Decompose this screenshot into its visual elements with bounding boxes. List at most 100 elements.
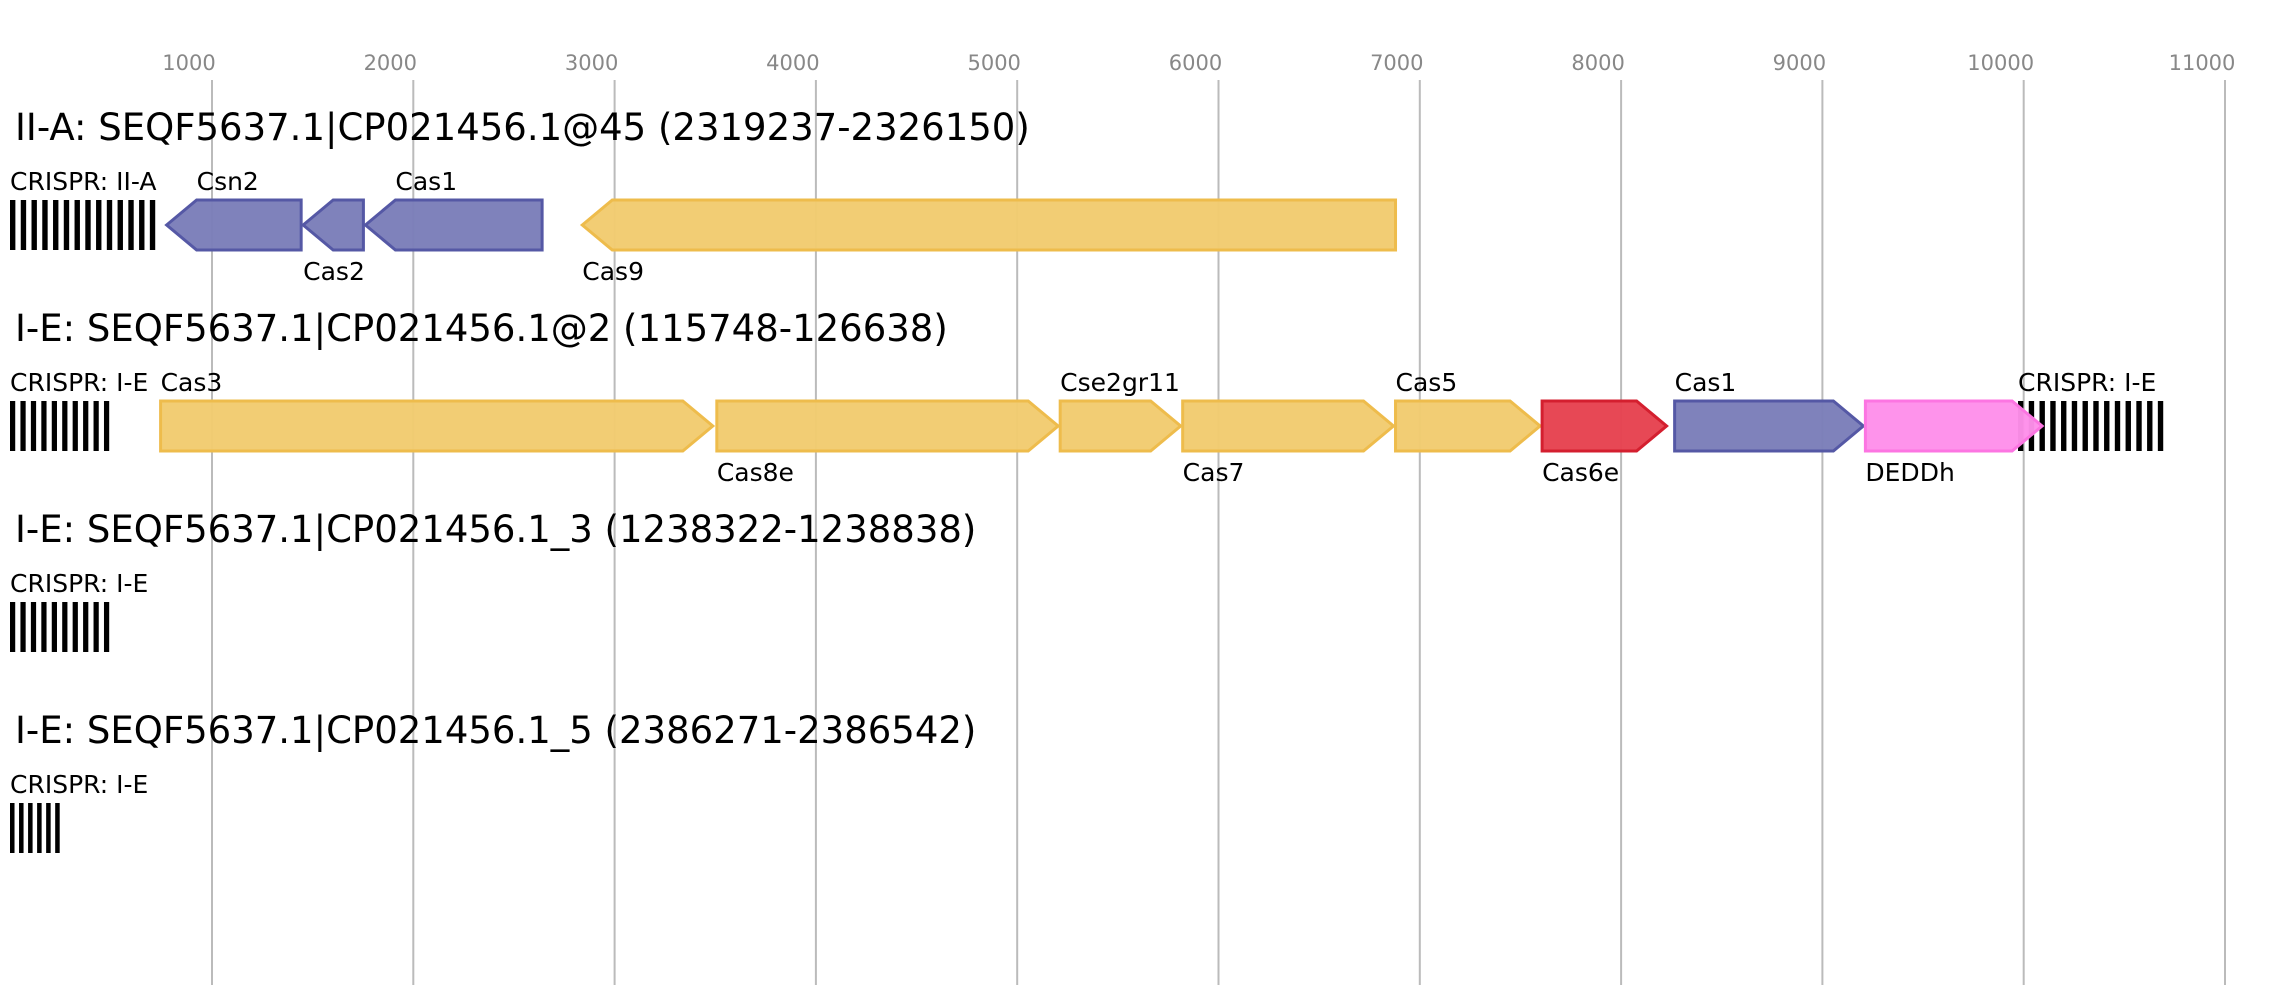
crispr-repeat (62, 401, 68, 451)
crispr-repeat (10, 602, 16, 652)
crispr-label: CRISPR: I-E (10, 569, 148, 598)
crispr-repeat (31, 200, 37, 250)
tick-label: 11000 (2169, 51, 2236, 75)
crispr-repeat (2082, 401, 2088, 451)
crispr-repeat (2114, 401, 2121, 451)
gene-arrow (1394, 399, 1543, 453)
crispr-repeat (83, 401, 89, 451)
locus: I-E: SEQF5637.1|CP021456.1_5 (2386271-23… (10, 709, 976, 853)
crispr-repeat (51, 602, 57, 652)
crispr-repeat (20, 401, 26, 451)
gene-arrow (159, 399, 716, 453)
crispr-repeat (10, 401, 16, 451)
locus: II-A: SEQF5637.1|CP021456.1@45 (2319237-… (10, 106, 1398, 286)
crispr-repeat (2061, 401, 2067, 451)
gene-arrow (1181, 399, 1396, 453)
crispr-repeat (139, 200, 145, 250)
gene-label: Cse2gr11 (1060, 368, 1180, 397)
crispr-repeat (42, 200, 48, 250)
crispr-repeat (103, 401, 110, 451)
gene-label: Cas2 (303, 257, 365, 286)
crispr-repeat (41, 602, 47, 652)
tick-label: 5000 (967, 51, 1020, 75)
gene-arrow (1863, 399, 2045, 453)
gene-label: DEDDh (1865, 458, 1954, 487)
gene-label: Cas3 (161, 368, 223, 397)
locus: I-E: SEQF5637.1|CP021456.1@2 (115748-126… (10, 307, 2164, 487)
crispr-repeat (93, 602, 99, 652)
gene-arrow (579, 198, 1398, 252)
gene-arrow (1540, 399, 1669, 453)
crispr-repeat (53, 200, 59, 250)
crispr-repeat (2093, 401, 2099, 451)
crispr-array: CRISPR: I-E (10, 770, 148, 853)
crispr-repeat (20, 602, 26, 652)
loci: II-A: SEQF5637.1|CP021456.1@45 (2319237-… (10, 106, 2164, 853)
crispr-repeat (20, 200, 27, 250)
crispr-repeat (41, 401, 47, 451)
crispr-repeat (2071, 401, 2078, 451)
tick-label: 10000 (1967, 51, 2034, 75)
gene-label: Cas9 (582, 257, 644, 286)
crispr-repeat (93, 401, 99, 451)
crispr-repeat (2157, 401, 2164, 451)
crispr-array: CRISPR: I-E (10, 368, 148, 451)
gene-label: Cas8e (717, 458, 794, 487)
axis-ticks: 1000 2000 3000 4000 5000 6000 7000 8000 9000 1000… (162, 51, 2235, 75)
gene-arrow (1058, 399, 1184, 453)
crispr-repeat (83, 602, 89, 652)
crispr-repeat (72, 602, 78, 652)
crispr-repeat (117, 200, 123, 250)
crispr-label: CRISPR: II-A (10, 167, 156, 196)
crispr-repeat (10, 803, 15, 853)
tick-label: 8000 (1571, 51, 1624, 75)
locus-title: I-E: SEQF5637.1|CP021456.1_5 (2386271-23… (15, 709, 976, 752)
crispr-repeat (149, 200, 156, 250)
crispr-array: CRISPR: I-E (2018, 368, 2164, 451)
crispr-repeat (30, 602, 37, 652)
crispr-repeat (96, 200, 102, 250)
crispr-repeat (2104, 401, 2110, 451)
crispr-repeat (30, 401, 37, 451)
gene-label: Cas6e (1542, 458, 1619, 487)
crispr-array: CRISPR: II-A (10, 167, 156, 250)
tick-label: 4000 (766, 51, 819, 75)
crispr-repeat (62, 602, 68, 652)
gene-label: Cas1 (395, 167, 457, 196)
crispr-repeat (2050, 401, 2056, 451)
crispr-repeat (55, 803, 60, 853)
crispr-repeat (128, 200, 134, 250)
gene-arrow (1673, 399, 1866, 453)
crispr-repeat (46, 803, 51, 853)
crispr-label: CRISPR: I-E (2018, 368, 2156, 397)
crispr-repeat (72, 401, 78, 451)
gene-label: Cas7 (1183, 458, 1245, 487)
tick-label: 3000 (565, 51, 618, 75)
gene-label: Cas1 (1675, 368, 1737, 397)
crispr-repeat (37, 803, 42, 853)
tick-label: 2000 (364, 51, 417, 75)
gene-label: Csn2 (197, 167, 259, 196)
locus-title: I-E: SEQF5637.1|CP021456.1@2 (115748-126… (15, 307, 948, 350)
crispr-repeat (19, 803, 24, 853)
crispr-repeat (85, 200, 91, 250)
crispr-repeat (103, 602, 110, 652)
gene-arrow (164, 198, 303, 252)
tick-label: 1000 (162, 51, 215, 75)
tick-label: 6000 (1169, 51, 1222, 75)
tick-label: 9000 (1773, 51, 1826, 75)
crispr-repeat (74, 200, 80, 250)
locus-title: II-A: SEQF5637.1|CP021456.1@45 (2319237-… (15, 106, 1030, 149)
gene-arrow (715, 399, 1061, 453)
gene-label: Cas5 (1396, 368, 1458, 397)
tick-label: 7000 (1370, 51, 1423, 75)
locus: I-E: SEQF5637.1|CP021456.1_3 (1238322-12… (10, 508, 976, 652)
crispr-label: CRISPR: I-E (10, 770, 148, 799)
gene-arrow (363, 198, 544, 252)
crispr-repeat (51, 401, 57, 451)
crispr-repeat (63, 200, 70, 250)
crispr-repeat (106, 200, 113, 250)
crispr-label: CRISPR: I-E (10, 368, 148, 397)
gene-arrow (300, 198, 365, 252)
